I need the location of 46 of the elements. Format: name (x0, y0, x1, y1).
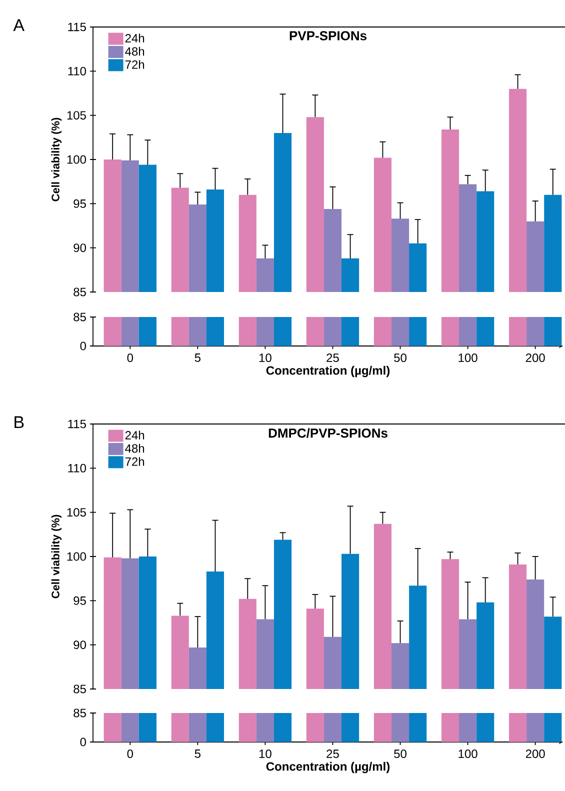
y-tick-label: 100 (67, 552, 86, 561)
y-tick-label: 0 (80, 342, 86, 350)
y-tick-label: 85 (74, 684, 86, 694)
x-tick-label: 100 (458, 750, 478, 758)
legend-label: 24h (125, 34, 144, 42)
legend-label: 72h (125, 60, 144, 69)
y-tick-label: 115 (68, 22, 86, 32)
y-tick-label: 105 (67, 111, 86, 120)
y-tick-label: 110 (68, 464, 86, 472)
y-tick-label: 0 (80, 738, 86, 746)
chart-title: DMPC/PVP-SPIONs (268, 428, 388, 438)
y-tick-label: 100 (67, 155, 86, 164)
x-tick-label: 10 (259, 750, 272, 758)
x-tick-label: 25 (326, 750, 339, 758)
x-tick-label: 50 (394, 750, 406, 758)
x-tick-label: 0 (127, 354, 134, 362)
x-tick-label: 50 (394, 354, 406, 362)
y-tick-label: 95 (74, 199, 86, 208)
y-tick-label: 85 (74, 708, 86, 718)
x-tick-label: 10 (259, 354, 272, 362)
text: B (14, 416, 24, 428)
x-tick-label: 100 (458, 354, 478, 362)
x-tick-label: 0 (127, 750, 134, 758)
legend-label: 72h (125, 457, 144, 466)
y-tick-label: 110 (68, 66, 86, 76)
y-tick-label: 85 (74, 312, 86, 322)
chart-title: PVP-SPIONs (290, 31, 366, 40)
text: A (13, 19, 25, 31)
x-axis-title: Concentration (µg/ml) (266, 762, 390, 774)
y-tick-label: 95 (74, 596, 86, 605)
x-tick-label: 25 (326, 354, 339, 362)
y-tick-label: 105 (67, 508, 86, 517)
legend-label: 24h (125, 430, 144, 440)
y-tick-label: 115 (68, 420, 86, 428)
x-tick-label: 5 (194, 750, 200, 758)
x-axis-title: Concentration (µg/ml) (266, 366, 390, 378)
y-tick-label: 85 (74, 288, 86, 296)
y-axis-title: Cell viability (%) (51, 514, 62, 598)
x-tick-label: 5 (194, 354, 200, 362)
y-tick-label: 90 (74, 640, 86, 650)
y-axis-title: Cell viability (%) (51, 118, 62, 202)
legend-label: 48h (125, 46, 144, 56)
legend-label: 48h (125, 444, 144, 453)
x-tick-label: 200 (526, 354, 545, 362)
y-tick-label: 90 (74, 244, 86, 252)
x-tick-label: 200 (526, 750, 545, 758)
